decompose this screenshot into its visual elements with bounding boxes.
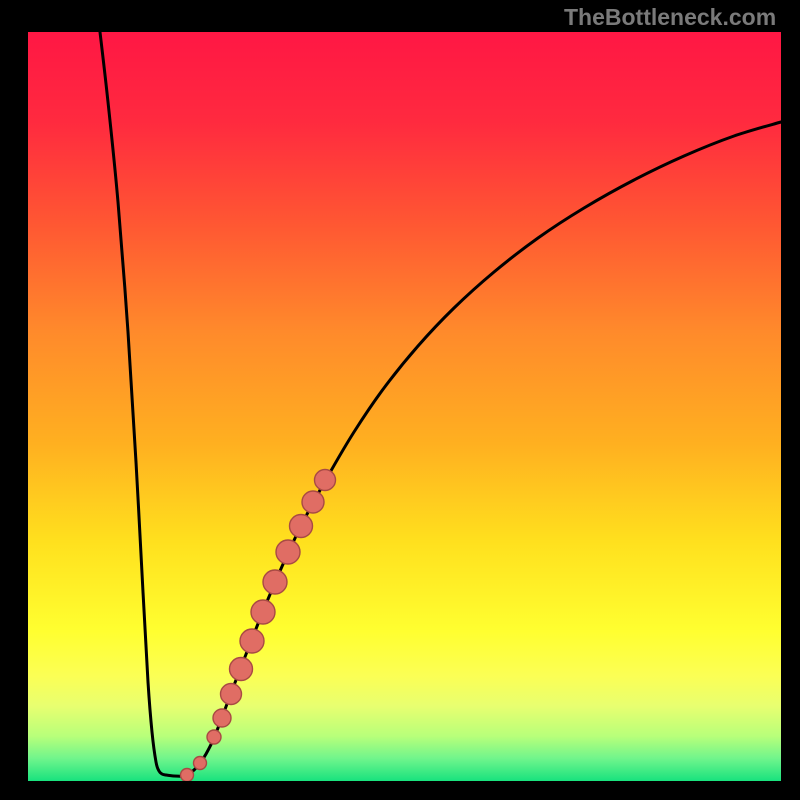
- chart-frame: TheBottleneck.com: [0, 0, 800, 800]
- watermark-text: TheBottleneck.com: [564, 4, 776, 31]
- heat-gradient-background: [28, 32, 781, 781]
- plot-area: [28, 32, 781, 781]
